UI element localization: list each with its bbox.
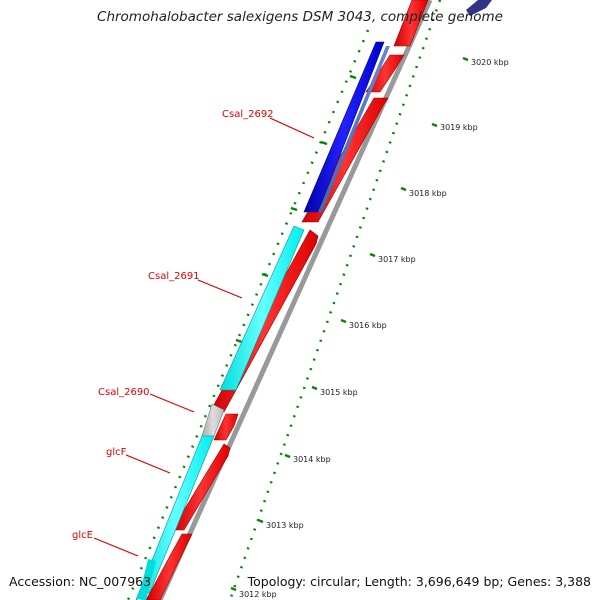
scale-label-3013: 3013 kbp [266,521,304,530]
gene-labels: Csal_2692 Csal_2691 Csal_2690 glcF glcE [72,109,274,541]
forward-cds-track [145,0,429,600]
inner-scale-ticks [126,29,370,600]
gene-csal-2692-shadow [318,46,390,212]
scale-labels: 3020 kbp 3019 kbp 3018 kbp 3017 kbp 3016… [239,58,509,599]
gene-glcf-arrow [135,435,215,600]
forward-cds-1 [393,0,429,47]
gene-label-csal-2690: Csal_2690 [98,387,150,398]
genome-summary-text: Topology: circular; Length: 3,696,649 bp… [247,574,591,589]
accession-text: Accession: NC_007963 [9,574,152,589]
forward-cds-5 [213,413,239,441]
scale-label-3017: 3017 kbp [378,255,416,264]
forward-cds-7 [145,533,193,600]
outer-feature [466,0,492,16]
label-pointer-lines [93,117,315,557]
scale-label-3014: 3014 kbp [293,455,331,464]
map-title: Chromohalobacter salexigens DSM 3043, co… [97,9,503,25]
scale-label-3015: 3015 kbp [320,388,358,397]
scale-label-3020: 3020 kbp [471,58,509,67]
gene-label-csal-2691: Csal_2691 [148,271,200,282]
gene-csal-2691-arrow [219,225,305,391]
scale-label-3019: 3019 kbp [440,123,478,132]
gene-label-glcf: glcF [106,447,127,458]
gene-label-glce: glcE [72,530,93,541]
outer-scale-major-ticks [230,56,469,592]
gene-glce-arrow [138,559,156,600]
scale-label-3012: 3012 kbp [239,590,277,599]
gene-label-csal-2692: Csal_2692 [222,109,274,120]
reverse-cds-track [135,41,390,600]
scale-label-3018: 3018 kbp [409,189,447,198]
scale-label-3016: 3016 kbp [349,321,387,330]
genome-backbone [157,0,433,600]
